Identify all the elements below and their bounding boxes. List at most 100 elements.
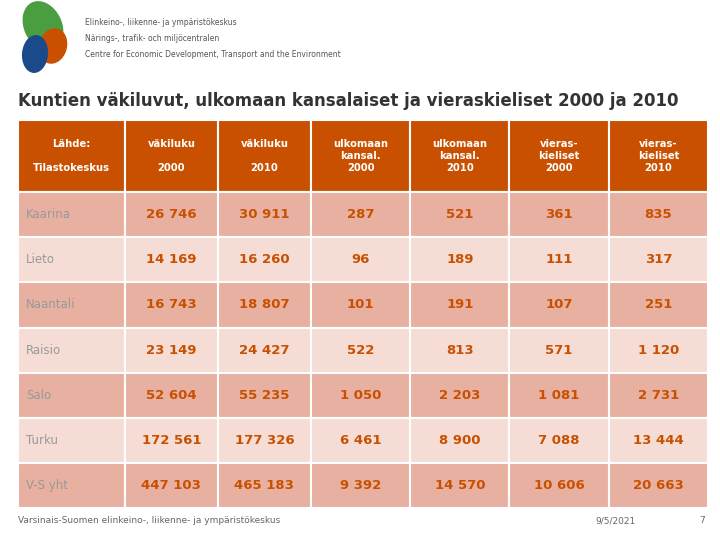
Bar — [311, 463, 410, 508]
Bar — [18, 418, 125, 463]
Text: 172 561: 172 561 — [142, 434, 201, 447]
Text: Salo: Salo — [26, 389, 51, 402]
Text: väkiluku

2010: väkiluku 2010 — [240, 139, 289, 173]
Bar — [218, 237, 311, 282]
Bar — [125, 192, 218, 237]
Text: 361: 361 — [545, 208, 573, 221]
Bar — [608, 120, 708, 192]
Text: ulkomaan
kansal.
2010: ulkomaan kansal. 2010 — [432, 139, 487, 173]
Ellipse shape — [22, 35, 48, 73]
Text: 7 088: 7 088 — [539, 434, 580, 447]
Text: 521: 521 — [446, 208, 474, 221]
Bar — [311, 192, 410, 237]
Text: 177 326: 177 326 — [235, 434, 294, 447]
Text: Elinkeino-, liikenne- ja ympäristökeskus: Elinkeino-, liikenne- ja ympäristökeskus — [85, 18, 237, 27]
Text: Kuntien väkiluvut, ulkomaan kansalaiset ja vieraskieliset 2000 ja 2010: Kuntien väkiluvut, ulkomaan kansalaiset … — [18, 92, 678, 110]
Text: Raisio: Raisio — [26, 343, 61, 356]
Text: 111: 111 — [546, 253, 573, 266]
Ellipse shape — [22, 1, 63, 51]
Text: Lähde:

Tilastokeskus: Lähde: Tilastokeskus — [33, 139, 110, 173]
Bar — [410, 373, 510, 418]
Bar — [608, 192, 708, 237]
Bar — [218, 418, 311, 463]
Bar — [218, 120, 311, 192]
Bar — [125, 120, 218, 192]
Bar — [18, 463, 125, 508]
Text: 16 743: 16 743 — [146, 299, 197, 312]
Text: 20 663: 20 663 — [633, 479, 684, 492]
Bar — [125, 373, 218, 418]
Bar — [218, 328, 311, 373]
Text: 287: 287 — [347, 208, 374, 221]
Text: Centre for Economic Development, Transport and the Environment: Centre for Economic Development, Transpo… — [85, 50, 341, 59]
Bar — [410, 282, 510, 328]
Bar — [510, 328, 608, 373]
Text: Varsinais-Suomen elinkeino-, liikenne- ja ympäristökeskus: Varsinais-Suomen elinkeino-, liikenne- j… — [18, 516, 280, 525]
Text: 189: 189 — [446, 253, 474, 266]
Text: 13 444: 13 444 — [633, 434, 684, 447]
Text: 16 260: 16 260 — [239, 253, 289, 266]
Bar — [410, 463, 510, 508]
Text: 9/5/2021: 9/5/2021 — [595, 516, 635, 525]
Bar — [311, 373, 410, 418]
Text: 447 103: 447 103 — [141, 479, 202, 492]
Text: 9 392: 9 392 — [340, 479, 381, 492]
Bar — [311, 237, 410, 282]
Bar — [125, 418, 218, 463]
Bar — [18, 192, 125, 237]
Text: 26 746: 26 746 — [146, 208, 197, 221]
Text: 96: 96 — [351, 253, 370, 266]
Text: 7: 7 — [699, 516, 705, 525]
Text: vieras-
kieliset
2000: vieras- kieliset 2000 — [539, 139, 580, 173]
Text: 251: 251 — [644, 299, 672, 312]
Bar — [125, 463, 218, 508]
Text: 52 604: 52 604 — [146, 389, 197, 402]
Text: 317: 317 — [644, 253, 672, 266]
Text: vieras-
kieliset
2010: vieras- kieliset 2010 — [638, 139, 679, 173]
Bar — [510, 237, 608, 282]
Bar — [608, 463, 708, 508]
Text: 522: 522 — [347, 343, 374, 356]
Bar — [608, 282, 708, 328]
Text: 23 149: 23 149 — [146, 343, 197, 356]
Bar — [410, 418, 510, 463]
Text: 101: 101 — [347, 299, 374, 312]
Text: 14 169: 14 169 — [146, 253, 197, 266]
Bar — [410, 192, 510, 237]
Bar — [608, 237, 708, 282]
Bar — [311, 282, 410, 328]
Text: 2 203: 2 203 — [439, 389, 480, 402]
Bar — [18, 120, 125, 192]
Text: 813: 813 — [446, 343, 474, 356]
Bar — [608, 328, 708, 373]
Text: V-S yht: V-S yht — [26, 479, 68, 492]
Bar — [125, 328, 218, 373]
Text: Kaarina: Kaarina — [26, 208, 71, 221]
Bar — [218, 463, 311, 508]
Bar — [18, 328, 125, 373]
Text: 835: 835 — [644, 208, 672, 221]
Bar — [125, 282, 218, 328]
Text: 24 427: 24 427 — [239, 343, 289, 356]
Bar — [18, 373, 125, 418]
Bar — [218, 373, 311, 418]
Bar — [410, 237, 510, 282]
Text: 1 081: 1 081 — [539, 389, 580, 402]
Text: 191: 191 — [446, 299, 474, 312]
Bar — [510, 282, 608, 328]
Text: 107: 107 — [545, 299, 573, 312]
Bar — [311, 418, 410, 463]
Bar — [608, 418, 708, 463]
Bar — [218, 192, 311, 237]
Bar — [608, 373, 708, 418]
Bar — [510, 373, 608, 418]
Bar — [410, 328, 510, 373]
Bar — [510, 463, 608, 508]
Bar — [510, 192, 608, 237]
Text: Naantali: Naantali — [26, 299, 76, 312]
Text: 1 050: 1 050 — [340, 389, 382, 402]
Text: 18 807: 18 807 — [239, 299, 289, 312]
Text: 10 606: 10 606 — [534, 479, 585, 492]
Text: 8 900: 8 900 — [439, 434, 480, 447]
Text: 55 235: 55 235 — [239, 389, 289, 402]
